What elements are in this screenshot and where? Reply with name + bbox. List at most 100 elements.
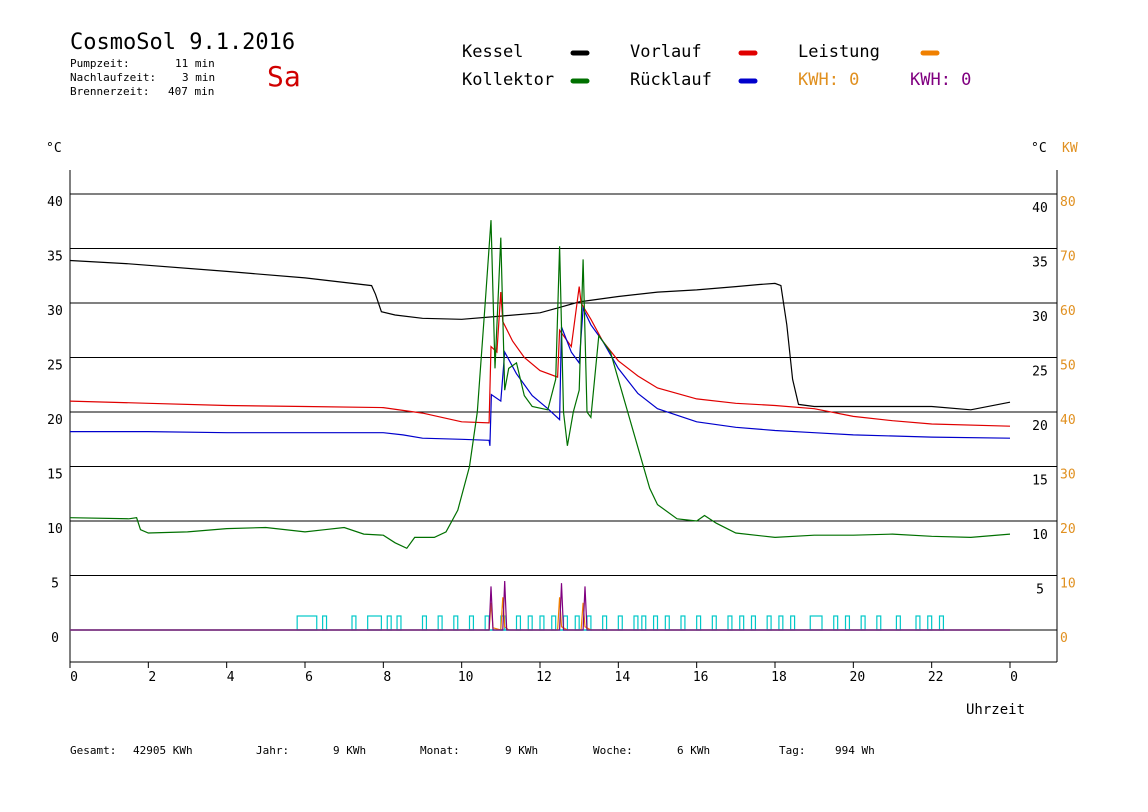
x-tick-label: 0 [70,670,78,685]
footer-jahr-label: Jahr: [256,744,290,757]
x-axis-label: Uhrzeit [966,702,1026,718]
x-tick-label: 16 [693,670,709,685]
y-tick-label-left: 35 [47,250,63,265]
pump-block [551,615,557,631]
legend-swatches [570,50,940,84]
info-pumpzeit-label: Pumpzeit: [70,57,130,70]
pump-block [484,615,490,631]
pump-block [778,615,784,631]
pump-block [809,615,823,631]
y-tick-label-right: 10 [1032,528,1048,543]
y-tick-label-left: 0 [51,631,59,646]
axes [69,170,1058,668]
y2-axis-unit: KW [1062,141,1078,156]
pump-block [750,615,757,631]
x-tick-label: 6 [305,670,313,685]
x-tick-label: 8 [383,670,391,685]
pump-block [396,615,402,631]
pump-block [711,615,717,631]
y-tick-label-right: 30 [1032,310,1048,325]
footer-monat-label: Monat: [420,744,460,757]
pump-block [641,615,647,631]
footer-gesamt-label: Gesamt: [70,744,117,757]
x-tick-label: 14 [615,670,631,685]
pump-indicator [70,615,1010,631]
pump-block [453,615,459,631]
pump-block [527,615,533,631]
legend-kwh2-label: KWH: 0 [910,70,972,90]
pump-block [915,615,921,631]
y2-tick-label: 60 [1060,304,1076,319]
pump-block [437,615,443,631]
series-vorlauf [69,286,1011,427]
info-nachlaufzeit-label: Nachlaufzeit: [70,71,157,84]
x-tick-label: 22 [928,670,944,685]
y2-tick-label: 0 [1060,631,1068,646]
pump-block [322,615,328,631]
pump-block [876,615,882,631]
pump-block [617,615,623,631]
pump-block [602,615,608,631]
pump-block [766,615,772,631]
pump-block [515,615,522,631]
info-brennerzeit-value: 407 min [168,85,215,98]
legend-kessel-label: Kessel [462,42,524,62]
y-tick-label-right: 25 [1032,365,1048,380]
pump-block [468,615,475,631]
legend-ruecklauf-label: Rücklauf [630,70,712,90]
pump-block [664,615,670,631]
y-tick-label-right: 35 [1032,256,1048,271]
legend-kollektor-label: Kollektor [462,70,555,90]
pump-block [790,615,796,631]
footer-tag-label: Tag: [779,744,806,757]
y2-tick-label: 50 [1060,359,1076,374]
x-tick-label: 18 [771,670,787,685]
y-tick-label-right: 5 [1036,583,1044,598]
y-tick-label-right: 15 [1032,474,1048,489]
pump-block [895,615,901,631]
chart-title: CosmoSol 9.1.2016 [70,30,296,55]
legend-vorlauf-label: Vorlauf [630,42,702,62]
series-lines [69,220,1011,631]
pump-block [574,615,580,631]
footer-woche-label: Woche: [593,744,633,757]
y2-tick-label: 40 [1060,413,1076,428]
y-tick-label-left: 15 [47,468,63,483]
y-tick-label-left: 20 [47,413,63,428]
pump-block [421,615,428,631]
footer-monat-value: 9 KWh [505,744,539,757]
pump-block [927,615,933,631]
pump-block [680,615,686,631]
series-kollektor [69,220,1011,550]
x-tick-label: 20 [850,670,866,685]
pump-block [633,615,639,631]
x-tick-label: 0 [1010,670,1018,685]
footer-gesamt-value: 42905 KWh [133,744,193,757]
tick-labels: 0 2 4 6 8 10 12 14 16 18 20 22 0 0 5 10 15 20 25 30 35 40 5 10 1… [47,195,1075,685]
y-tick-label-right: 40 [1032,201,1048,216]
footer-tag-value: 994 Wh [835,744,875,757]
info-nachlaufzeit-value: 3 min [182,71,216,84]
y2-tick-label: 80 [1060,195,1076,210]
footer-woche-value: 6 KWh [677,744,711,757]
pump-block [860,615,866,631]
x-tick-label: 10 [458,670,474,685]
series-kwh2 [70,580,1010,631]
pump-block [652,615,659,631]
grid [70,193,1057,631]
weekday-label: Sa [267,60,301,93]
pump-block [727,615,733,631]
x-tick-label: 2 [148,670,156,685]
pump-block [386,615,392,631]
y2-tick-label: 10 [1060,577,1076,592]
series-kessel [69,259,1011,411]
pump-block [844,615,851,631]
pump-block [833,615,839,631]
pump-block [696,615,702,631]
x-tick-label: 12 [536,670,552,685]
legend-kwh1-label: KWH: 0 [798,70,860,90]
y-tick-label-left: 30 [47,304,63,319]
y-tick-label-right: 20 [1032,419,1048,434]
y2-tick-label: 70 [1060,250,1076,265]
